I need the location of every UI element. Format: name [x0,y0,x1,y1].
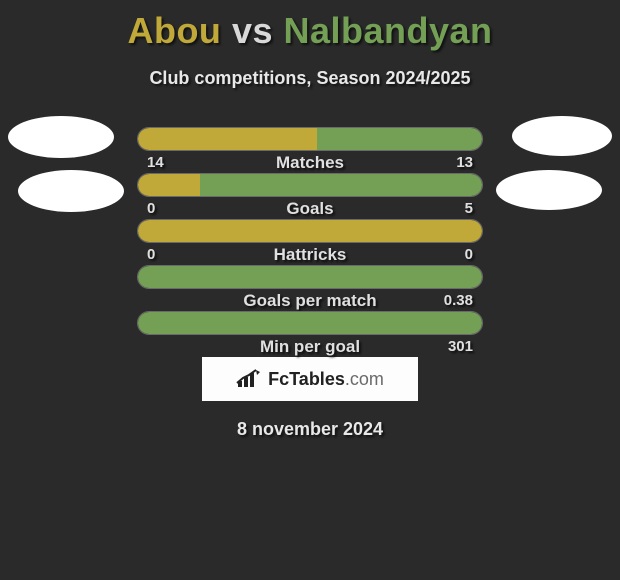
logo-name: FcTables [268,369,345,389]
stat-label: Matches [137,151,483,175]
stat-bar-track [137,311,483,335]
stat-bar-fill-left [138,174,200,196]
vs-text: vs [232,10,273,51]
logo-box[interactable]: FcTables.com [202,357,418,401]
stat-bar-track [137,127,483,151]
subtitle: Club competitions, Season 2024/2025 [0,68,620,89]
stat-value-left: 0 [147,243,155,267]
stat-bar-fill-left [138,220,482,242]
page-title: Abou vs Nalbandyan [0,0,620,52]
stat-row: 00Hattricks [137,219,483,243]
stat-bar-fill-right [138,312,482,334]
stat-value-left: 14 [147,151,164,175]
logo-domain: .com [345,369,384,389]
stat-row: 1413Matches [137,127,483,151]
stat-bar-fill-left [138,128,317,150]
player2-avatar-bottom [496,170,602,210]
stat-bar-track [137,173,483,197]
stat-bar-track [137,219,483,243]
stat-value-right: 5 [465,197,473,221]
player1-avatar-bottom [18,170,124,212]
stat-label: Goals per match [137,289,483,313]
stat-value-right: 0.38 [444,289,473,313]
player2-avatar-top [512,116,612,156]
stat-bar-fill-right [138,266,482,288]
stat-label: Goals [137,197,483,221]
stat-label: Min per goal [137,335,483,359]
stat-value-right: 0 [465,243,473,267]
stat-row: 0.38Goals per match [137,265,483,289]
stat-bar-fill-right [200,174,482,196]
stat-value-right: 301 [448,335,473,359]
stat-row: 301Min per goal [137,311,483,335]
player1-avatar-top [8,116,114,158]
stat-row: 05Goals [137,173,483,197]
stat-bar-fill-right [317,128,482,150]
player1-name: Abou [127,10,221,51]
date-text: 8 november 2024 [0,419,620,440]
logo-text: FcTables.com [268,369,384,390]
stats-container: 1413Matches05Goals00Hattricks0.38Goals p… [137,127,483,335]
stat-value-left: 0 [147,197,155,221]
stat-bar-track [137,265,483,289]
stat-value-right: 13 [456,151,473,175]
player2-name: Nalbandyan [284,10,493,51]
chart-icon [236,369,262,389]
stat-label: Hattricks [137,243,483,267]
